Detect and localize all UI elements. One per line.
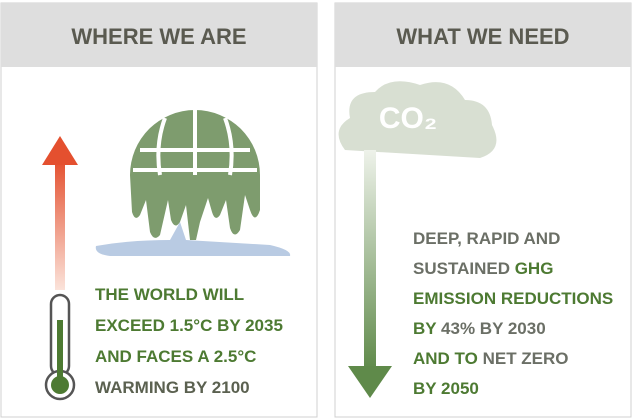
text-segment: EXCEED 1.5°C BY 2035: [95, 316, 283, 335]
text-segment: AND FACES A 2.5°C: [95, 347, 256, 366]
text-segment: EMISSION REDUCTIONS: [413, 289, 613, 308]
text-line: EXCEED 1.5°C BY 2035: [95, 316, 283, 335]
text-line: BY 43% BY 2030: [413, 319, 546, 338]
infographic: WHERE WE ARE WHAT WE NEED CO₂ THE WORLD …: [0, 0, 635, 419]
text-line: THE WORLD WILL: [95, 285, 244, 304]
text-segment: WARMING BY 2100: [95, 378, 250, 397]
text-line: SUSTAINED GHG: [413, 259, 553, 278]
text-segment: BY 2050: [413, 379, 479, 398]
text-segment: NET ZERO: [483, 349, 569, 368]
text-line: EMISSION REDUCTIONS: [413, 289, 613, 308]
text-segment: GHG: [515, 259, 554, 278]
text-line: AND TO NET ZERO: [413, 349, 569, 368]
text-line: AND FACES A 2.5°C: [95, 347, 256, 366]
text-segment: DEEP, RAPID AND: [413, 229, 560, 248]
text-segment: BY: [413, 319, 441, 338]
panel-title: WHERE WE ARE: [71, 24, 246, 49]
text-segment: 43% BY 2030: [441, 319, 546, 338]
text-line: BY 2050: [413, 379, 479, 398]
text-segment: AND TO: [413, 349, 483, 368]
text-segment: THE WORLD WILL: [95, 285, 244, 304]
co2-label: CO₂: [379, 102, 437, 135]
panel-title: WHAT WE NEED: [396, 24, 569, 49]
text-segment: SUSTAINED: [413, 259, 515, 278]
text-line: DEEP, RAPID AND: [413, 229, 560, 248]
text-line: WARMING BY 2100: [95, 378, 250, 397]
